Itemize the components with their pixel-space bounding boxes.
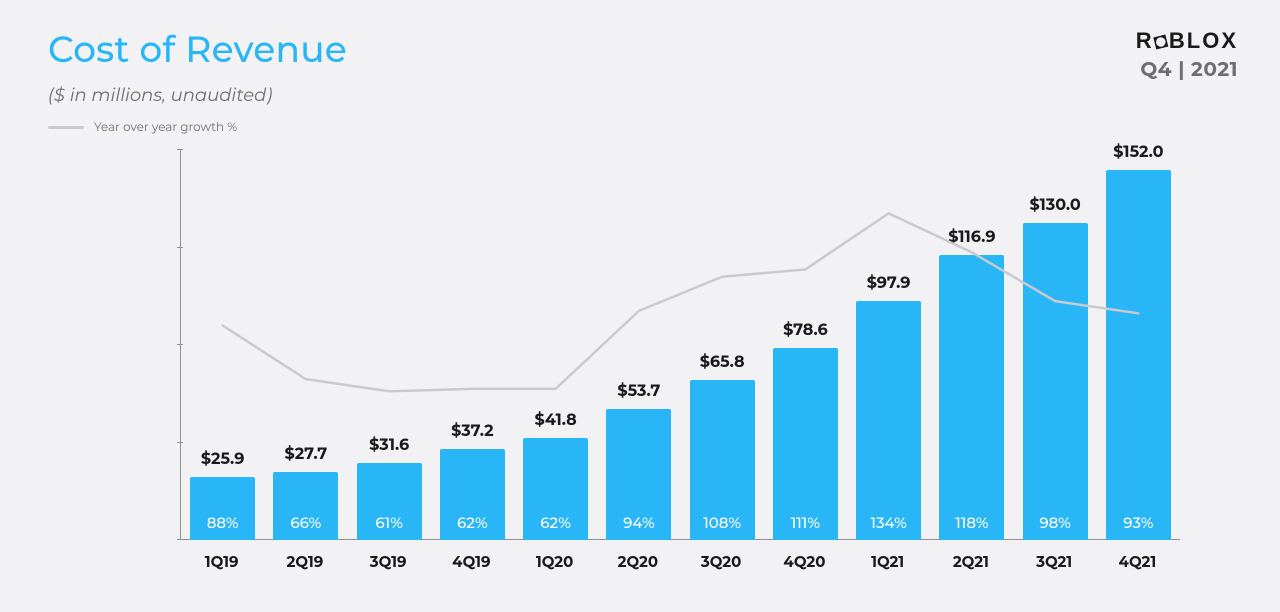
chart-bar-growth-pct: 111% xyxy=(791,513,820,532)
brand-logo: R◘BLOX xyxy=(1136,28,1238,54)
chart-bar: $78.6111% xyxy=(773,348,838,540)
chart-xlabel: 3Q20 xyxy=(701,552,741,571)
chart: $25.988%$27.766%$31.661%$37.262%$41.862%… xyxy=(180,150,1180,580)
chart-bar-value: $130.0 xyxy=(1029,196,1080,215)
chart-xlabel: 4Q19 xyxy=(452,552,490,571)
chart-ytick xyxy=(177,149,183,150)
chart-bar-value: $31.6 xyxy=(369,436,409,455)
slide: Cost of Revenue ($ in millions, unaudite… xyxy=(0,0,1280,612)
chart-xlabel: 1Q21 xyxy=(871,552,904,571)
chart-xlabel: 2Q19 xyxy=(286,552,323,571)
chart-bar-value: $41.8 xyxy=(535,411,577,430)
chart-bar: $27.766% xyxy=(273,472,338,540)
chart-xlabel: 1Q19 xyxy=(205,552,239,571)
chart-bar-value: $78.6 xyxy=(783,321,828,340)
chart-bar: $37.262% xyxy=(440,449,505,540)
chart-bar: $116.9118% xyxy=(939,255,1004,540)
chart-bar-growth-pct: 98% xyxy=(1039,513,1070,532)
legend-label: Year over year growth % xyxy=(94,120,237,135)
legend: Year over year growth % xyxy=(48,120,1232,135)
chart-bar-value: $152.0 xyxy=(1113,143,1163,162)
chart-bar-value: $97.9 xyxy=(867,274,911,293)
legend-line-swatch xyxy=(48,126,84,129)
chart-xlabel: 3Q19 xyxy=(370,552,407,571)
chart-xlabel: 2Q21 xyxy=(953,552,989,571)
chart-bar-value: $53.7 xyxy=(617,382,660,401)
chart-bar-growth-pct: 93% xyxy=(1123,513,1153,532)
chart-xlabel: 1Q20 xyxy=(536,552,573,571)
chart-bar: $130.098% xyxy=(1023,223,1088,540)
chart-bars: $25.988%$27.766%$31.661%$37.262%$41.862%… xyxy=(181,150,1180,540)
chart-bar-growth-pct: 134% xyxy=(870,513,906,532)
chart-ytick xyxy=(177,344,183,345)
chart-xlabel: 4Q20 xyxy=(783,552,825,571)
chart-bar: $53.794% xyxy=(606,409,671,540)
chart-xlabel: 3Q21 xyxy=(1036,552,1072,571)
chart-ytick xyxy=(177,247,183,248)
chart-bar: $97.9134% xyxy=(856,301,921,540)
chart-bar: $152.093% xyxy=(1106,170,1171,541)
page-title: Cost of Revenue xyxy=(48,28,1232,72)
chart-bar-value: $25.9 xyxy=(201,450,245,469)
chart-ytick xyxy=(177,539,183,540)
chart-bar-value: $27.7 xyxy=(285,445,328,464)
chart-bar-growth-pct: 61% xyxy=(375,513,402,532)
chart-bar-value: $65.8 xyxy=(700,353,745,372)
chart-plot: $25.988%$27.766%$31.661%$37.262%$41.862%… xyxy=(180,150,1180,540)
chart-ytick xyxy=(177,442,183,443)
brand-period: Q4 | 2021 xyxy=(1136,58,1238,82)
chart-bar: $65.8108% xyxy=(690,380,755,540)
chart-bar-growth-pct: 62% xyxy=(540,513,571,532)
chart-bar-growth-pct: 88% xyxy=(207,513,239,532)
chart-bar-growth-pct: 94% xyxy=(623,513,655,532)
chart-bar-growth-pct: 108% xyxy=(703,513,741,532)
brand-block: R◘BLOX Q4 | 2021 xyxy=(1136,28,1238,82)
chart-xlabels: 1Q19 2Q19 3Q19 4Q19 1Q20 2Q20 3Q20 4Q20 1Q21 2Q21… xyxy=(180,552,1180,580)
chart-bar-value: $37.2 xyxy=(451,422,493,441)
chart-xlabel: 2Q20 xyxy=(618,552,658,571)
chart-xlabel: 4Q21 xyxy=(1119,552,1157,571)
chart-bar-growth-pct: 66% xyxy=(290,513,321,532)
chart-bar-growth-pct: 118% xyxy=(955,513,988,532)
chart-bar: $41.862% xyxy=(523,438,588,540)
chart-bar: $31.661% xyxy=(357,463,422,540)
chart-bar-value: $116.9 xyxy=(948,228,995,247)
chart-bar: $25.988% xyxy=(190,477,255,540)
page-subtitle: ($ in millions, unaudited) xyxy=(48,84,1232,106)
chart-bar-growth-pct: 62% xyxy=(457,513,488,532)
